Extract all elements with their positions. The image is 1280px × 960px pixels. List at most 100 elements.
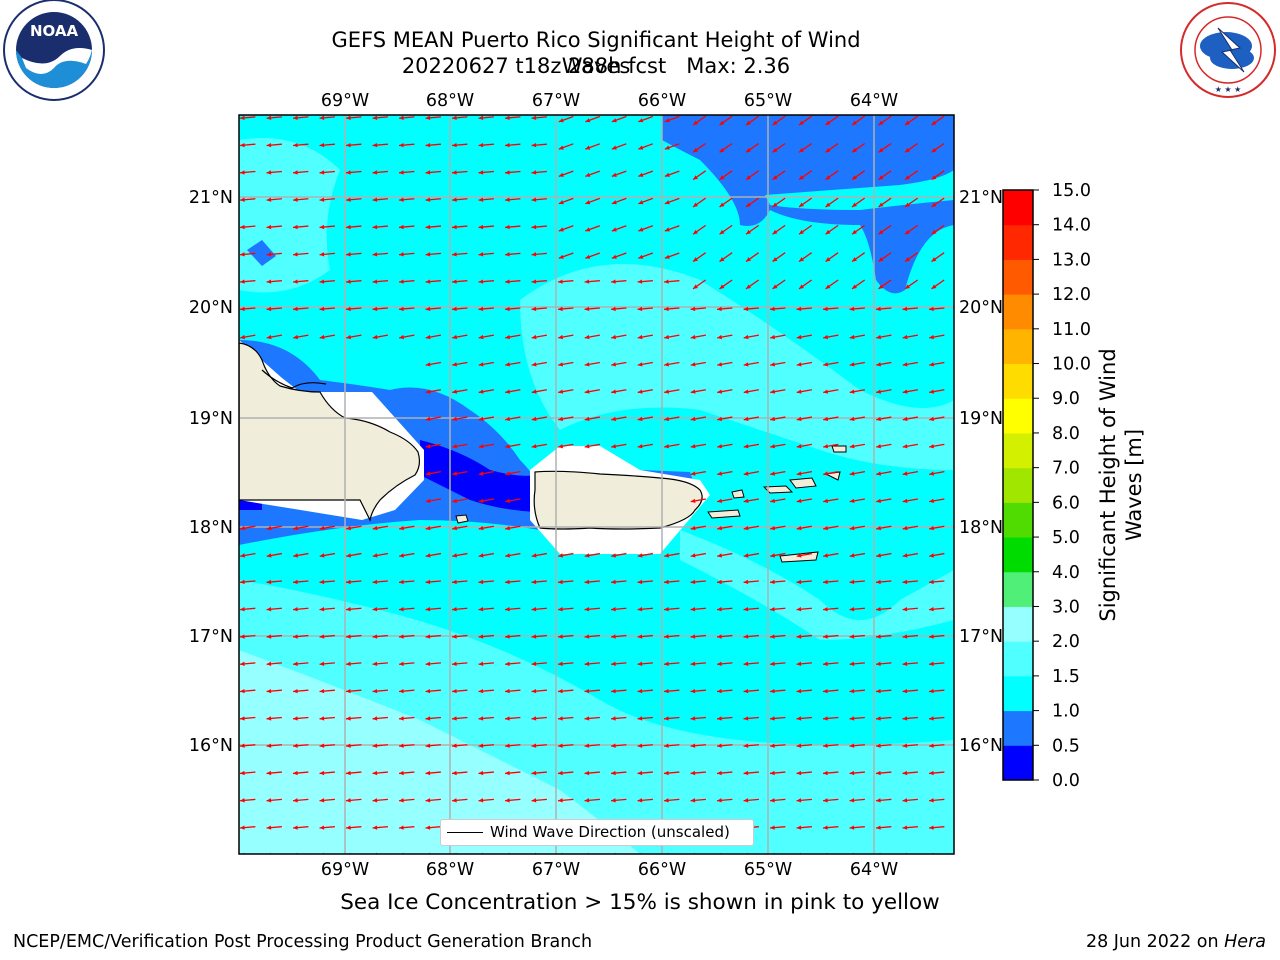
wave-arrow-head [929,743,934,748]
wave-arrow-head [743,389,749,394]
wave-arrow-head [746,202,751,207]
wave-arrow-head [664,688,669,694]
wave-arrow-head [452,252,457,257]
wave-arrow-head [664,579,669,585]
wave-arrow-head [266,688,272,694]
wave-arrow-head [452,579,457,585]
wave-arrow-head [719,229,725,235]
wave-arrow-head [505,334,511,340]
wave-arrow-head [825,147,831,153]
wave-arrow-head [876,471,882,476]
wave-arrow-head [796,825,802,830]
wave-arrow-head [876,498,882,503]
wave-arrow-head [531,688,537,694]
wave-arrow-head [372,716,378,721]
wave-arrow-head [531,306,537,312]
wave-arrow-head [240,197,245,202]
noaa-logo-text: NOAA [30,22,79,40]
wave-arrow-head [770,661,775,666]
wave-arrow-head [399,716,404,721]
wave-arrow-head [743,743,749,748]
wave-arrow-head [849,334,855,340]
colorbar-tick-label: 3.0 [1052,597,1080,617]
wave-arrow-head [346,743,351,748]
wave-arrow-head [240,553,246,558]
wave-arrow-head [266,770,272,776]
wave-arrow-head [664,279,669,284]
wave-arrow-head [825,175,831,180]
wave-arrow-head [584,334,590,340]
lat-label: 19°N [959,409,1003,429]
wave-arrow-head [796,362,802,367]
wave-arrow-head [505,142,510,148]
wave-arrow-head [478,661,484,666]
wave-arrow-head [690,716,696,721]
wave-arrow-head [319,252,325,257]
wave-arrow-head [693,284,698,289]
wave-arrow-head [240,334,246,340]
wave-arrow-head [637,798,643,803]
wave-arrow-head [240,634,245,639]
wave-arrow-head [717,607,722,612]
wave-arrow-head [690,334,696,340]
colorbar-tick-label: 14.0 [1052,216,1091,236]
wave-arrow-head [346,716,351,721]
wave-arrow-head [558,200,564,205]
wave-arrow-head [852,147,857,153]
wave-arrow-head [772,120,778,126]
wave-arrow-head [902,362,908,367]
wave-arrow-head [902,661,908,666]
wave-arrow-head [876,389,882,394]
wave-arrow-head [931,147,937,153]
wave-arrow-head [743,553,749,558]
wave-arrow-head [293,579,298,585]
wave-arrow-head [664,227,670,232]
wave-arrow-head [240,825,245,830]
wave-arrow-head [558,798,563,803]
wave-arrow-head [931,229,937,235]
lon-label: 67°W [532,860,580,880]
wave-arrow-head [796,334,802,340]
wave-arrow-head [584,770,590,776]
wave-arrow-head [770,416,776,422]
wave-arrow-head [425,661,431,666]
wave-arrow-head [878,175,884,180]
wave-arrow-head [637,634,643,639]
wave-arrow-head [293,716,298,721]
wave-arrow-head [531,770,537,776]
wave-arrow-head [531,416,537,422]
wave-arrow-head [531,197,537,202]
wave-arrow-head [346,279,351,284]
wave-arrow-head [425,444,431,449]
colorbar-title: Significant Height of Wind Waves [m] [1096,348,1146,621]
wave-arrow-head [690,579,696,585]
wave-arrow-head [240,306,245,312]
wave-arrow-head [346,607,351,612]
wave-arrow-head [346,661,351,666]
wave-arrow-head [584,716,590,721]
wave-arrow-head [929,416,935,422]
lon-label: 66°W [638,91,686,111]
wave-arrow-head [505,444,511,449]
wave-arrow-head [902,607,908,612]
wave-arrow-head [399,607,404,612]
wave-arrow-head [425,416,431,422]
wave-arrow-head [849,798,855,803]
wave-arrow-head [719,202,725,207]
wave-arrow-head [478,334,484,340]
wave-arrow-head [693,229,698,235]
wave-arrow-head [717,634,722,639]
wave-arrow-head [770,526,776,531]
wave-arrow-head [929,498,935,503]
wave-arrow-head [638,172,644,177]
wave-arrow-head [611,661,616,666]
wave-arrow-head [849,471,855,476]
wave-arrow-head [372,115,378,120]
wave-arrow-head [799,229,804,235]
wave-arrow-head [770,607,775,612]
wave-arrow-head [611,416,617,422]
wave-arrow-head [929,688,934,694]
wave-arrow-head [852,120,857,126]
wave-arrow-head [505,770,510,776]
wave-arrow-head [372,798,378,803]
